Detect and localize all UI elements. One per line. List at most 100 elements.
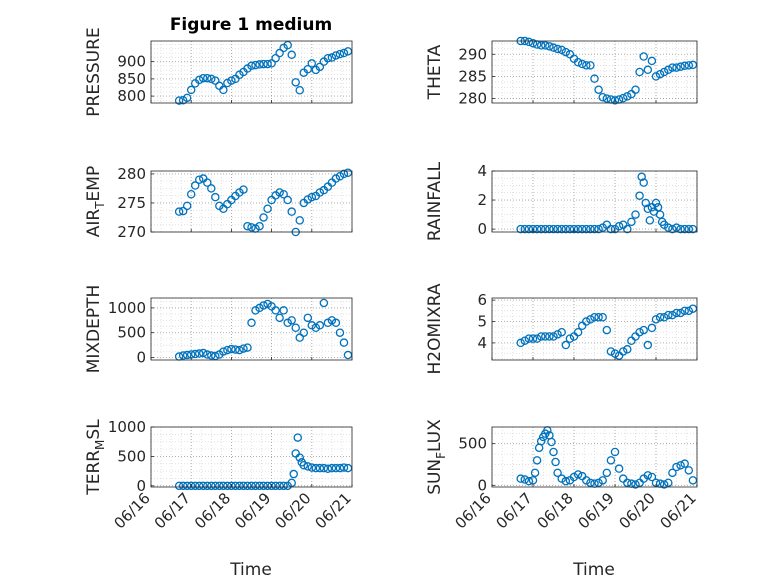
data-point — [239, 185, 248, 194]
data-point — [190, 349, 200, 359]
data-point — [194, 481, 204, 491]
data-point — [524, 334, 534, 343]
y-axis-label: AIRTEMP — [84, 166, 107, 237]
data-point — [331, 51, 341, 60]
y-axis-label: PRESSURE — [84, 27, 104, 116]
data-point — [293, 433, 302, 442]
data-point — [207, 184, 216, 193]
y-tick-label: 270 — [117, 223, 146, 241]
data-point — [516, 224, 525, 234]
data-point — [606, 347, 616, 356]
data-point — [536, 436, 546, 446]
data-point — [557, 45, 566, 55]
data-point — [639, 325, 648, 335]
data-point — [307, 59, 317, 68]
data-point — [335, 463, 345, 473]
data-point — [647, 56, 657, 66]
data-point — [586, 224, 595, 234]
x-tick-label: 06/19 — [231, 489, 274, 532]
data-point — [283, 195, 292, 205]
data-point — [651, 315, 661, 324]
y-axis-label: THETA — [425, 44, 445, 100]
data-point — [561, 476, 571, 486]
y-axis-label: MIXDEPTH — [84, 285, 104, 374]
data-point — [335, 328, 345, 337]
data-point — [639, 52, 648, 61]
data-point — [551, 457, 560, 467]
data-point — [684, 466, 694, 475]
data-point — [199, 481, 208, 491]
data-point — [190, 481, 200, 491]
x-tick-label: 06/16 — [111, 489, 154, 532]
data-point — [688, 60, 698, 70]
data-point — [259, 213, 268, 222]
data-point — [287, 207, 296, 216]
y-tick-label: 290 — [458, 45, 487, 63]
data-point — [182, 481, 192, 491]
data-point — [524, 476, 534, 486]
y-tick-label: 2 — [477, 191, 487, 209]
axes-box — [491, 297, 698, 361]
x-tick-label: 06/17 — [493, 489, 536, 532]
data-point — [623, 345, 632, 354]
data-point — [243, 481, 252, 491]
data-point — [655, 69, 665, 79]
data-point — [664, 223, 673, 232]
data-point — [235, 345, 244, 355]
data-point — [553, 44, 562, 54]
data-point — [194, 175, 204, 184]
data-point — [190, 181, 200, 190]
data-point — [618, 347, 628, 356]
data-point — [651, 198, 661, 208]
data-point — [307, 192, 317, 202]
data-point — [582, 224, 591, 234]
data-point — [319, 298, 329, 308]
data-point — [215, 481, 224, 491]
x-tick-label: 06/18 — [191, 489, 234, 532]
y-tick-label: 1000 — [108, 299, 146, 317]
data-point — [182, 201, 192, 211]
data-point — [219, 481, 228, 491]
figure-title: Figure 1 medium — [170, 15, 332, 35]
data-point — [643, 65, 653, 75]
data-point — [668, 310, 677, 320]
y-axis-label: TERRMSL — [84, 419, 107, 496]
data-point — [545, 332, 554, 341]
x-tick-label: 06/20 — [616, 489, 659, 532]
data-point — [203, 350, 212, 359]
data-point — [524, 37, 534, 47]
y-tick-label: 0 — [136, 477, 146, 495]
data-point — [247, 481, 256, 491]
data-point — [211, 76, 220, 85]
data-point — [602, 94, 612, 103]
data-point — [553, 468, 562, 478]
data-point — [573, 470, 583, 479]
data-point — [203, 178, 212, 187]
y-tick-label: 285 — [458, 67, 487, 85]
data-point — [271, 306, 280, 315]
data-point — [223, 345, 232, 355]
data-point — [664, 65, 673, 75]
data-point — [618, 93, 628, 103]
data-point — [680, 459, 689, 468]
data-point — [291, 78, 300, 87]
axes-box — [491, 426, 698, 488]
data-point — [635, 191, 644, 200]
data-point — [582, 61, 591, 70]
data-point — [315, 62, 325, 72]
data-point — [199, 73, 208, 83]
data-point — [651, 72, 661, 81]
data-point — [672, 223, 681, 232]
data-point — [271, 53, 280, 63]
data-point — [647, 472, 657, 482]
data-point — [586, 478, 595, 488]
data-point — [586, 315, 595, 324]
data-point — [680, 224, 689, 234]
data-point — [524, 224, 534, 234]
data-point — [553, 224, 562, 234]
data-point — [295, 86, 304, 95]
data-point — [227, 344, 236, 354]
data-point — [211, 192, 220, 202]
data-point — [561, 224, 571, 234]
